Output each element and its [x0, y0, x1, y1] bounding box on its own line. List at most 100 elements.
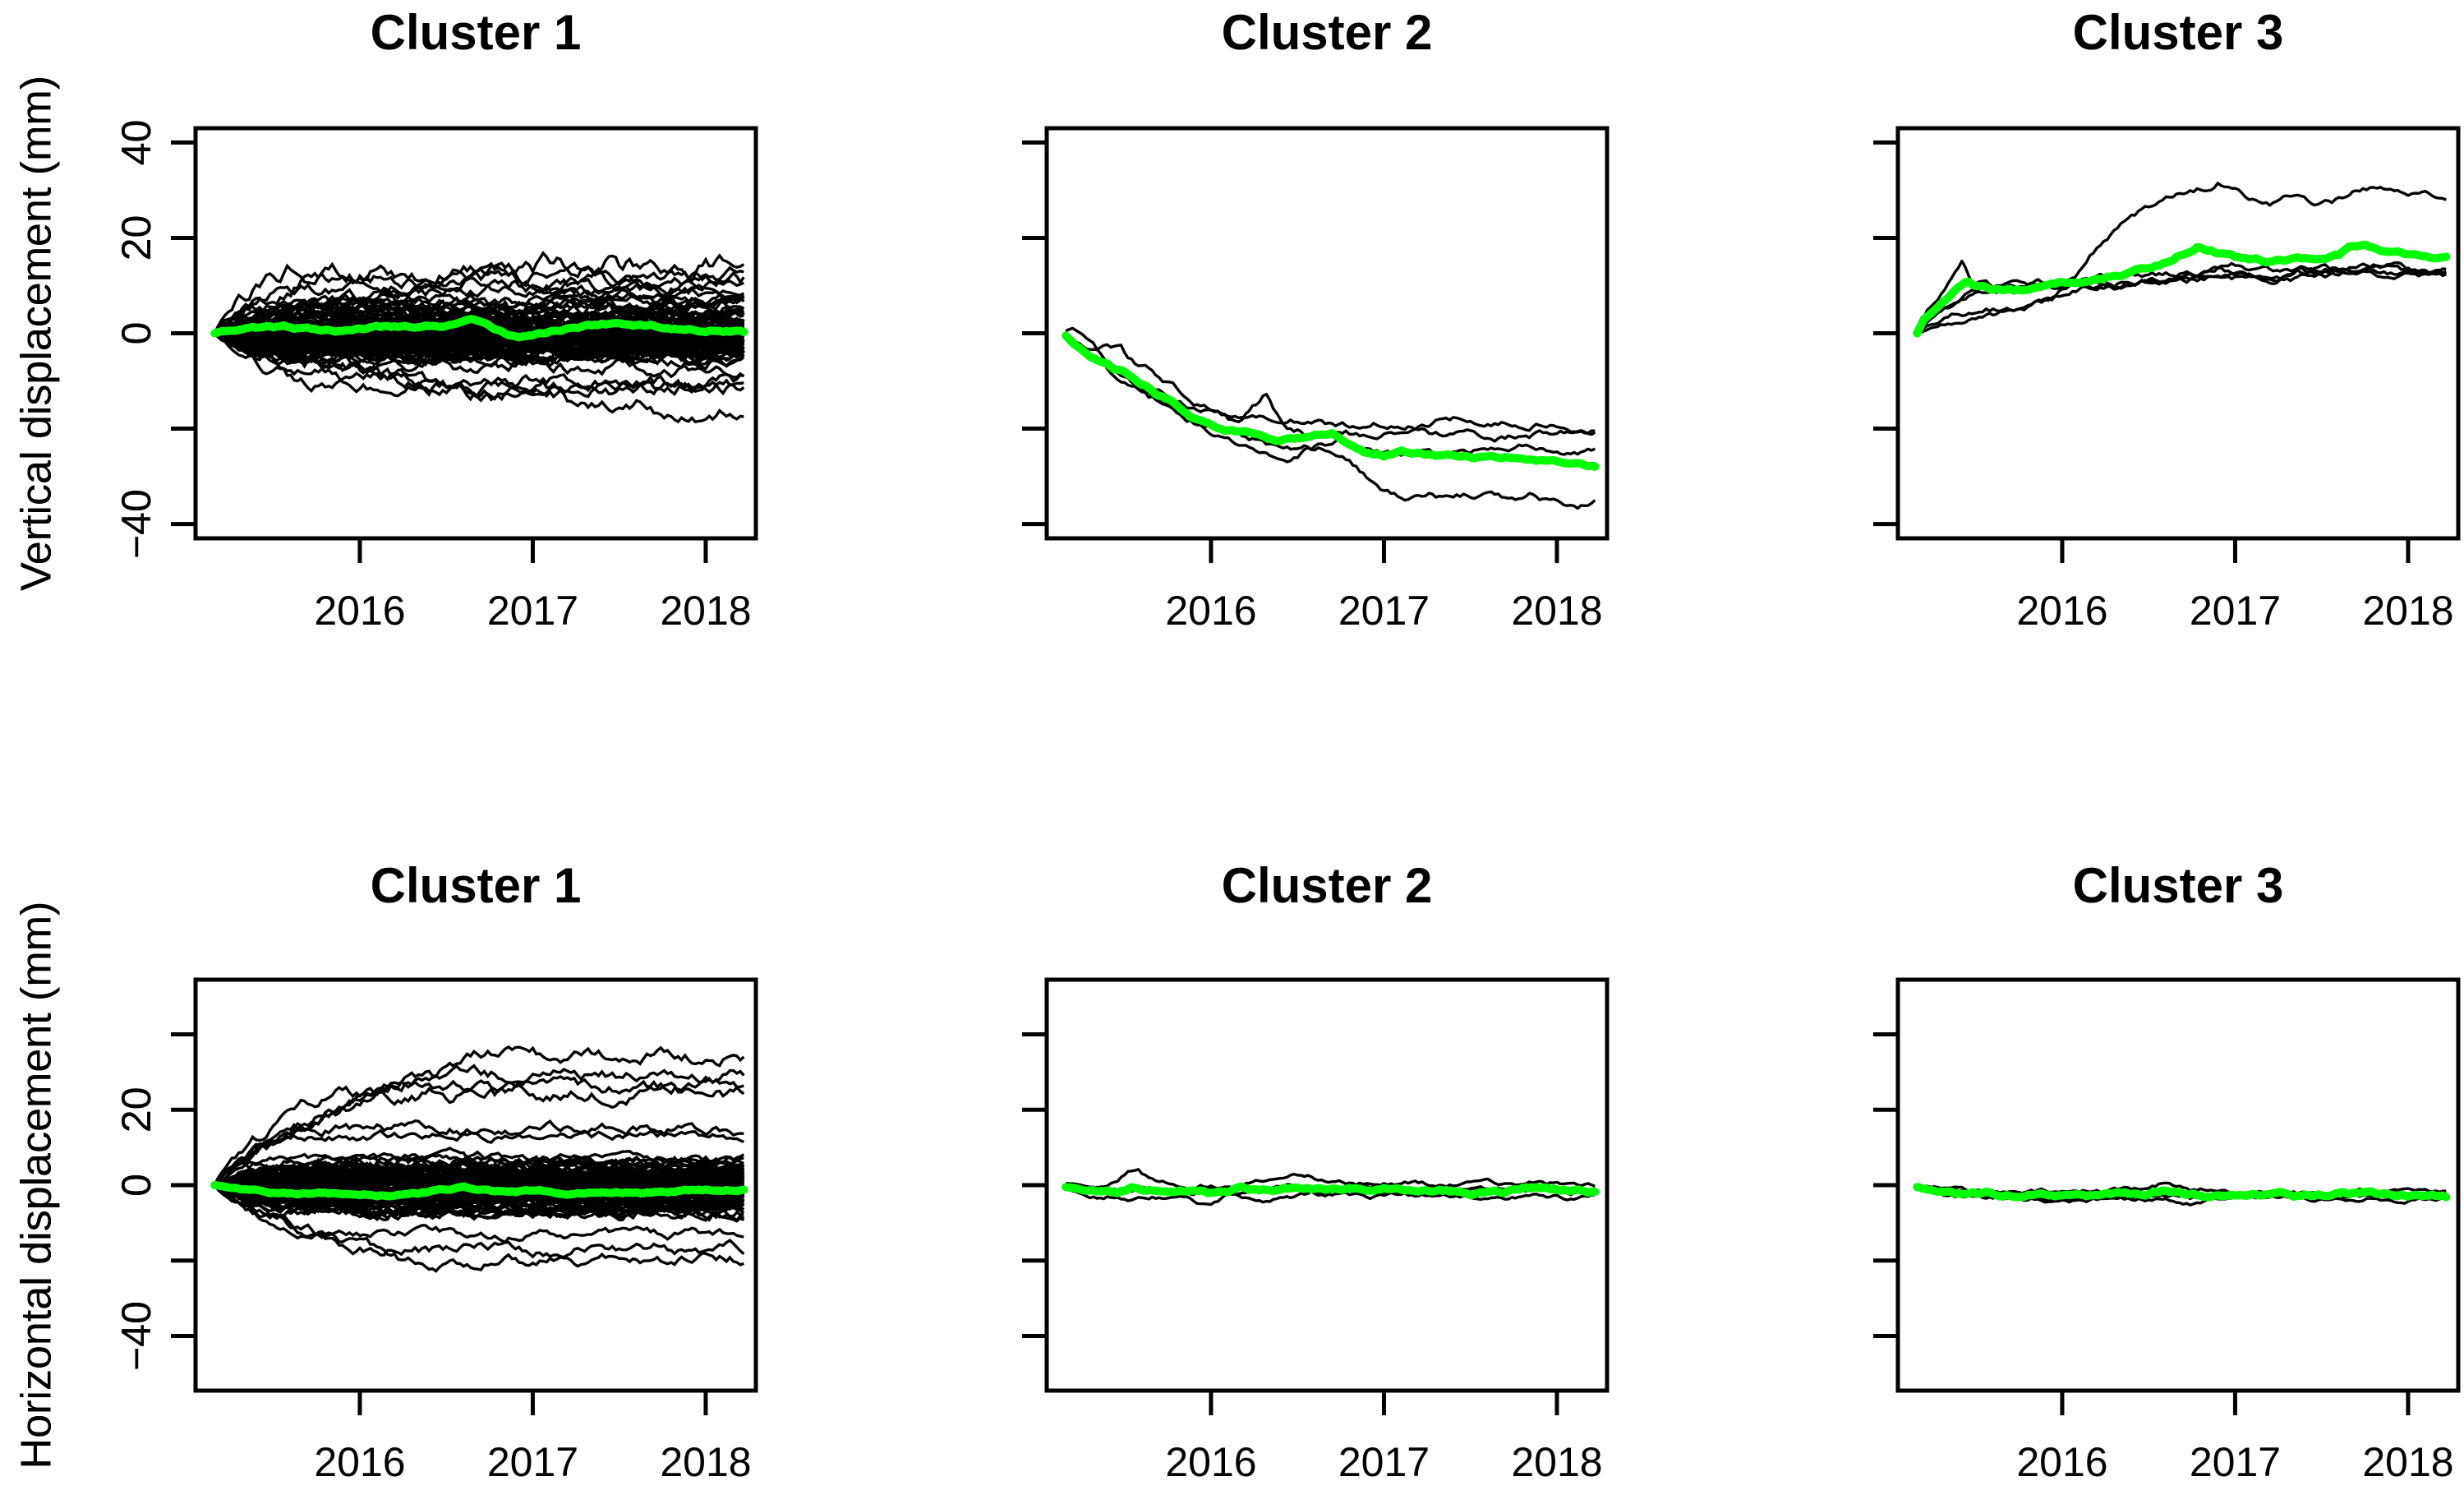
y-tick-label: 0 [113, 322, 159, 345]
station-series-line [213, 1119, 744, 1186]
station-series-line [214, 1171, 745, 1188]
plot-area-horizontal-cluster-2 [1062, 1168, 1600, 1207]
panel-title: Cluster 2 [1222, 858, 1433, 913]
y-tick-label: 40 [113, 120, 159, 166]
station-series-line [214, 261, 744, 335]
station-series-line [213, 1184, 745, 1259]
y-tick-label: 20 [113, 1087, 159, 1133]
panel-title: Cluster 2 [1222, 5, 1433, 60]
station-series-line [213, 1081, 745, 1186]
x-tick-label: 2016 [1165, 588, 1256, 634]
station-series-line [1915, 261, 2447, 335]
x-tick-label: 2016 [2016, 588, 2107, 634]
station-series-line [213, 1184, 744, 1244]
x-tick-label: 2016 [1165, 1439, 1256, 1485]
y-axis-label: Vertical displacement (mm) [13, 76, 61, 591]
station-series-line [214, 283, 745, 336]
cluster-mean-line [1913, 240, 2451, 338]
y-axis-label: Horizontal displacement (mm) [13, 902, 61, 1470]
y-tick-label: 0 [113, 1174, 159, 1197]
cluster-mean-line [1913, 1183, 2451, 1202]
station-series-line [213, 1128, 744, 1186]
station-series-line [214, 332, 744, 361]
y-tick-label: 20 [113, 215, 159, 261]
station-series-line [214, 332, 745, 379]
x-tick-label: 2018 [1511, 588, 1602, 634]
x-tick-label: 2016 [314, 1439, 405, 1485]
y-tick-label: 0 [113, 1174, 159, 1197]
cluster-mean-line [1062, 331, 1600, 471]
y-tick-label: −40 [113, 489, 159, 559]
station-series-line [214, 1161, 745, 1187]
station-series-line [213, 1075, 744, 1186]
station-series-line [1916, 264, 2447, 335]
panel-title: Cluster 1 [371, 858, 582, 913]
plot-area-vertical-cluster-2 [1062, 326, 1600, 510]
station-series-line [214, 1184, 745, 1223]
station-series-line [214, 1175, 744, 1190]
x-tick-label: 2017 [2190, 1439, 2281, 1485]
y-tick-label: 0 [113, 1174, 159, 1197]
x-tick-label: 2017 [1338, 588, 1430, 634]
station-series-line [214, 321, 745, 347]
station-series-line [213, 332, 744, 399]
x-tick-label: 2016 [2016, 1439, 2107, 1485]
plot-area-vertical-cluster-3 [1913, 182, 2451, 338]
x-tick-label: 2016 [314, 588, 405, 634]
y-tick-label: −40 [113, 489, 159, 559]
station-series-line [213, 332, 744, 395]
x-tick-label: 2018 [2362, 588, 2453, 634]
y-tick-label: 20 [113, 215, 159, 261]
plot-area-horizontal-cluster-3 [1913, 1181, 2451, 1207]
x-tick-label: 2018 [660, 588, 751, 634]
x-tick-label: 2017 [2190, 588, 2281, 634]
y-tick-label: 20 [113, 1087, 159, 1133]
y-axis-label: Vertical displacement (mm) [13, 76, 61, 591]
station-series-line [214, 332, 744, 424]
y-axis-label: Vertical displacement (mm) [13, 76, 61, 591]
x-tick-label: 2018 [1511, 1439, 1602, 1485]
y-tick-label: 20 [113, 1087, 159, 1133]
station-series-line [214, 307, 744, 335]
x-tick-label: 2017 [487, 588, 578, 634]
station-series-line [213, 1045, 745, 1186]
station-series-line [213, 1184, 744, 1273]
panel-title: Cluster 1 [371, 5, 582, 60]
y-tick-label: 0 [113, 322, 159, 345]
y-tick-label: −40 [113, 1301, 159, 1371]
cluster-mean-line [1062, 1182, 1600, 1200]
station-series-line [214, 1184, 744, 1220]
cluster-mean-line [210, 315, 748, 342]
panel-title: Cluster 3 [2073, 5, 2284, 60]
station-series-line [1916, 182, 2447, 335]
station-series-line [213, 279, 745, 335]
station-series-line [1064, 332, 1596, 510]
y-tick-label: 40 [113, 120, 159, 166]
plot-area-vertical-cluster-1 [210, 251, 748, 424]
y-tick-label: −40 [113, 1301, 159, 1371]
station-series-line [214, 1150, 745, 1187]
y-tick-label: −40 [113, 1301, 159, 1371]
panel-title: Cluster 3 [2073, 858, 2284, 913]
y-axis-label: Horizontal displacement (mm) [13, 902, 61, 1470]
plot-area-horizontal-cluster-1 [210, 1045, 748, 1273]
x-tick-label: 2018 [660, 1439, 751, 1485]
x-tick-label: 2017 [487, 1439, 578, 1485]
station-series-line [1065, 1187, 1596, 1207]
cluster-mean-line [210, 1181, 748, 1201]
y-tick-label: −40 [113, 489, 159, 559]
y-tick-label: 0 [113, 322, 159, 345]
y-tick-label: 20 [113, 215, 159, 261]
y-axis-label: Horizontal displacement (mm) [13, 902, 61, 1470]
x-tick-label: 2017 [1338, 1439, 1430, 1485]
x-tick-label: 2018 [2362, 1439, 2453, 1485]
station-series-line [1066, 1168, 1596, 1191]
y-tick-label: 40 [113, 120, 159, 166]
